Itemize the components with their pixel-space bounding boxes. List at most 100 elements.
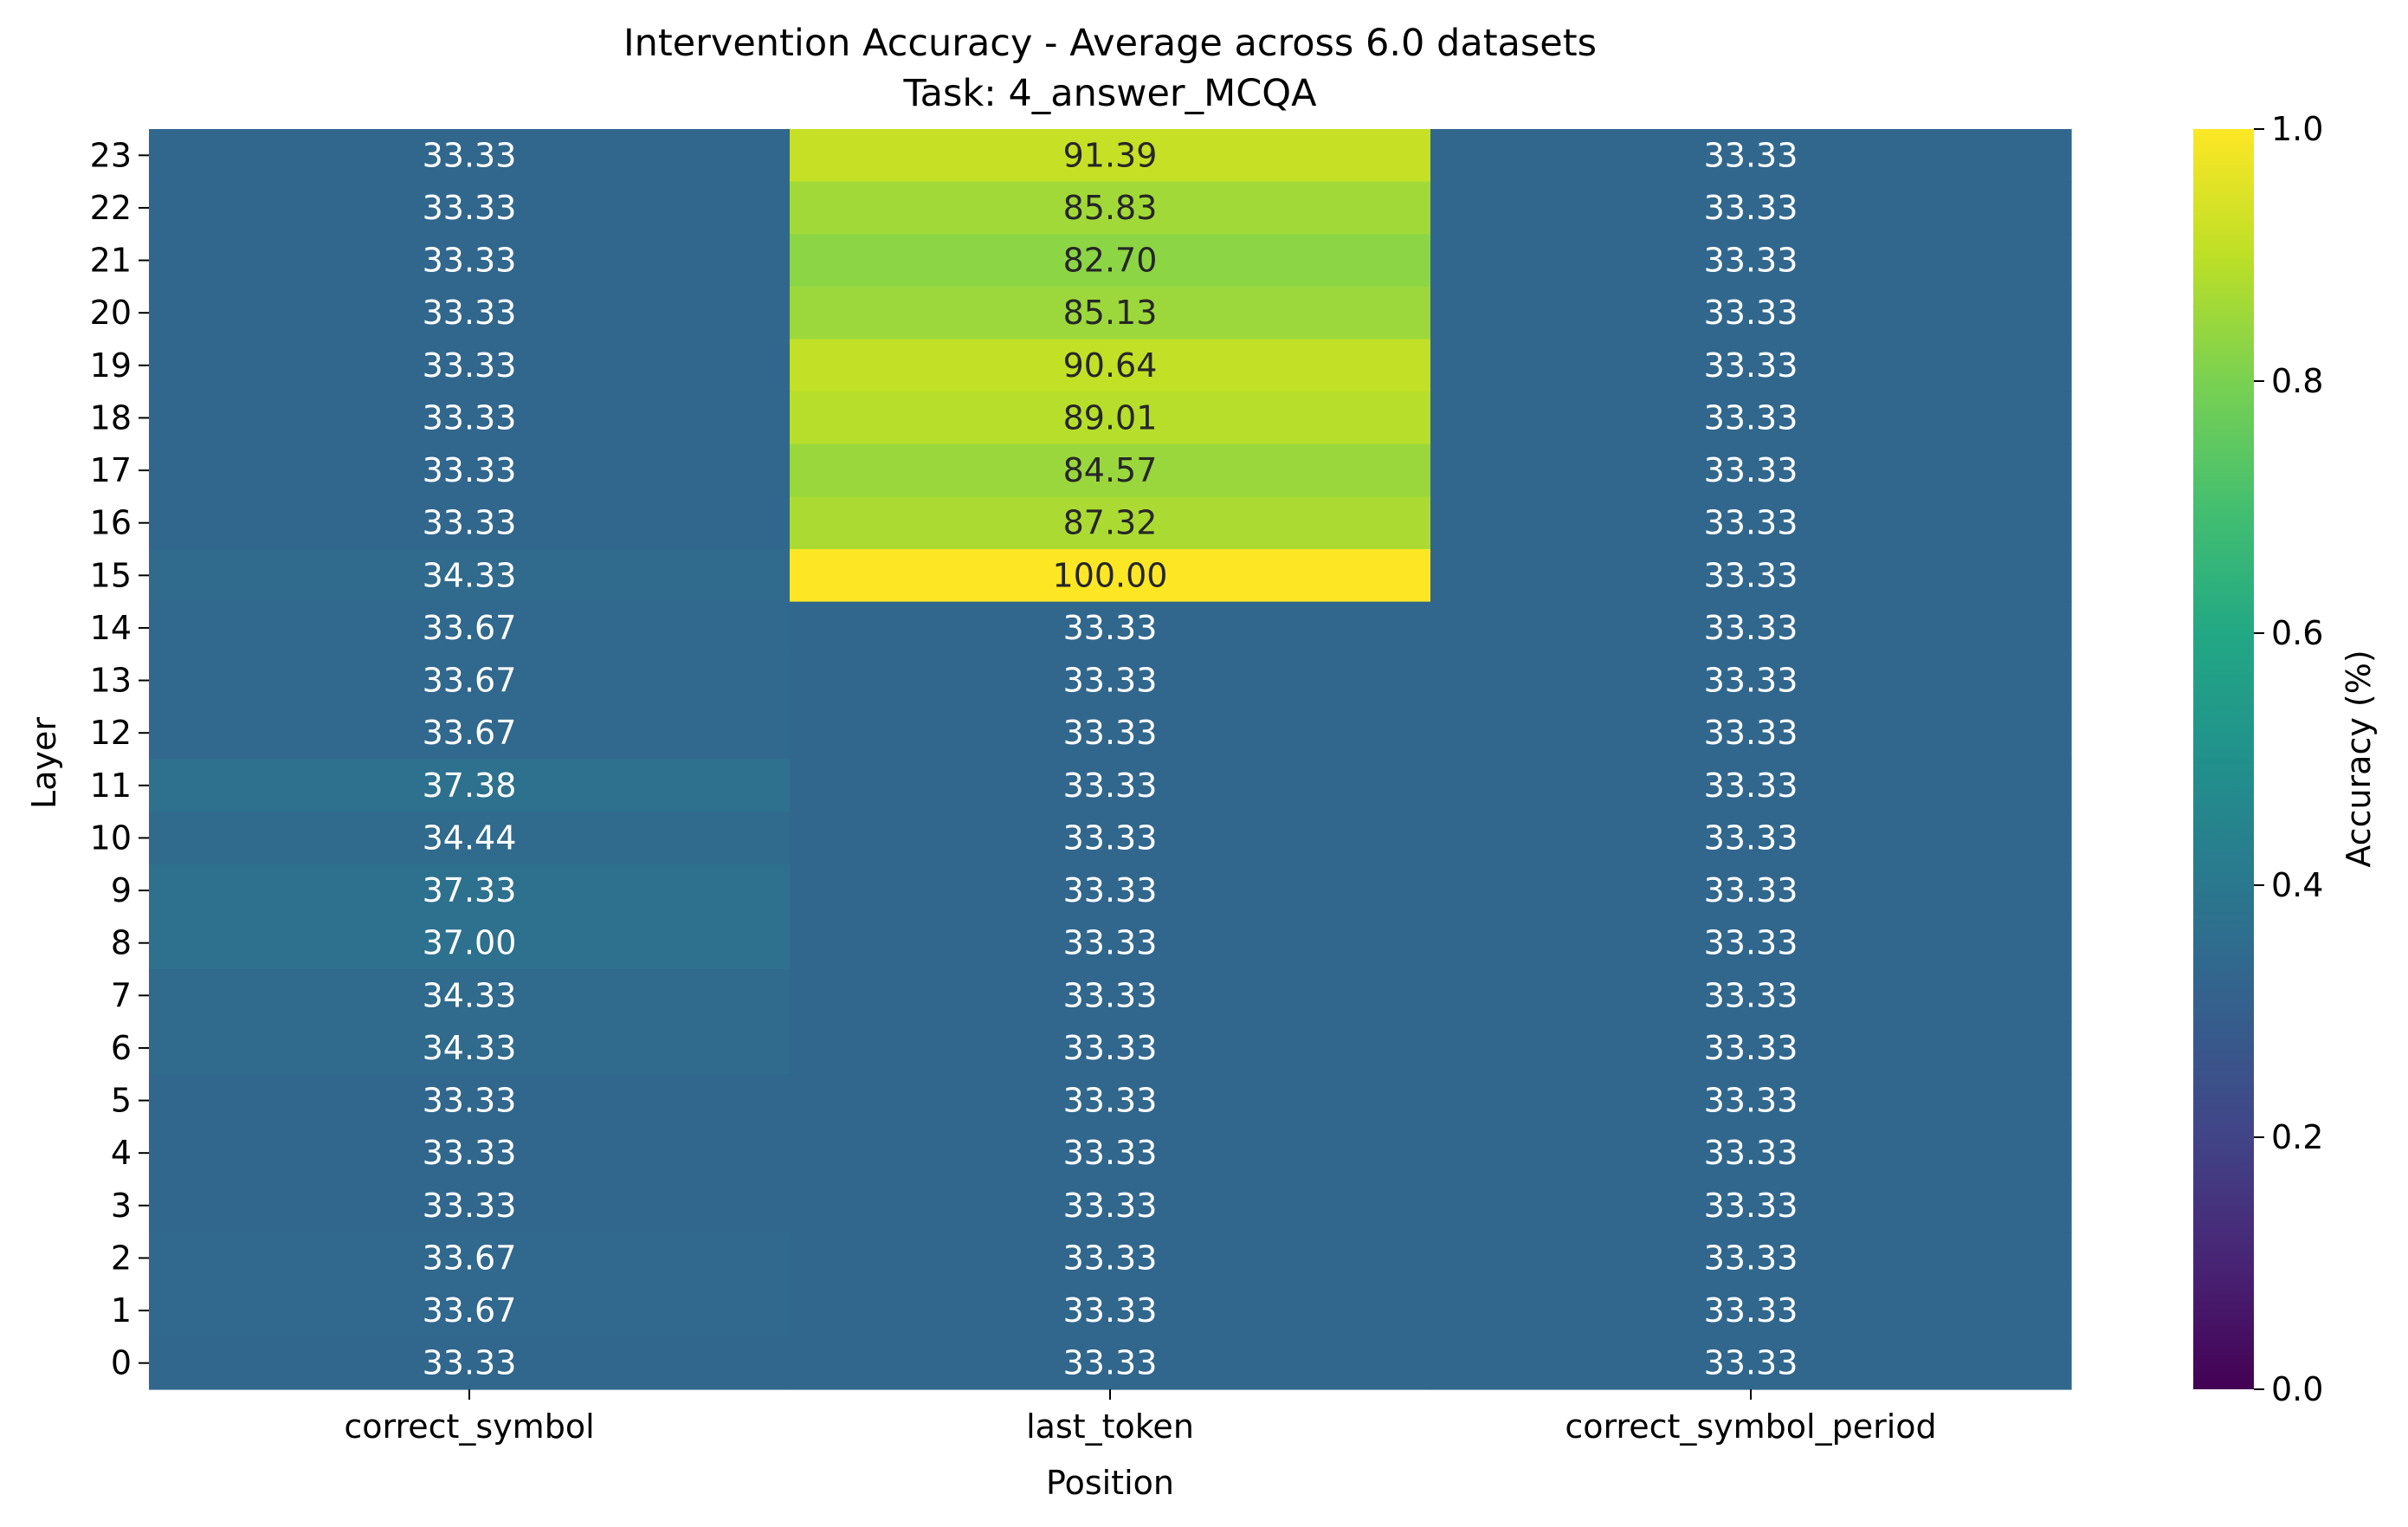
cell-value-label: 91.39 — [1063, 136, 1158, 174]
heatmap-cell-layer-12-last_token — [790, 706, 1431, 760]
heatmap-cell-layer-22-correct_symbol — [149, 181, 791, 235]
heatmap-cell-layer-4-last_token — [790, 1126, 1431, 1181]
cell-value-label: 85.13 — [1063, 294, 1158, 332]
x-tick-label: correct_symbol_period — [1565, 1407, 1936, 1446]
heatmap-cell-layer-6-correct_symbol — [149, 1021, 791, 1075]
cell-value-label: 33.33 — [1704, 662, 1798, 700]
colorbar — [2193, 129, 2254, 1389]
cell-value-label: 33.67 — [423, 609, 517, 647]
colorbar-tick-label: 0.2 — [2271, 1118, 2323, 1156]
y-tick-label: 20 — [90, 294, 132, 332]
cell-value-label: 33.33 — [1704, 294, 1798, 332]
heatmap-cell-layer-8-correct_symbol — [149, 916, 791, 970]
cell-value-label: 33.33 — [423, 136, 517, 174]
cell-value-label: 33.33 — [1063, 1239, 1158, 1277]
heatmap-cell-layer-7-correct_symbol_period — [1430, 969, 2072, 1023]
cell-value-label: 33.67 — [423, 662, 517, 700]
cell-value-label: 34.33 — [423, 976, 517, 1014]
heatmap-cell-layer-16-correct_symbol_period — [1430, 496, 2072, 550]
cell-value-label: 37.33 — [423, 871, 517, 909]
cell-value-label: 33.33 — [1063, 1187, 1158, 1225]
heatmap-cell-layer-22-correct_symbol_period — [1430, 181, 2072, 235]
y-tick-label: 5 — [111, 1082, 132, 1120]
cell-value-label: 33.33 — [1704, 924, 1798, 962]
heatmap-cell-layer-17-last_token — [790, 443, 1431, 497]
cell-value-label: 33.33 — [1704, 871, 1798, 909]
cell-value-label: 33.33 — [423, 189, 517, 227]
heatmap-cell-layer-20-correct_symbol_period — [1430, 286, 2072, 340]
cell-value-label: 100.00 — [1053, 556, 1168, 594]
cell-value-label: 37.38 — [423, 767, 517, 805]
cell-value-label: 34.44 — [423, 818, 517, 857]
heatmap-cell-layer-21-correct_symbol_period — [1430, 234, 2072, 288]
x-axis-label: Position — [1046, 1464, 1174, 1502]
heatmap-cell-layer-15-correct_symbol_period — [1430, 549, 2072, 603]
heatmap-cell-layer-1-last_token — [790, 1284, 1431, 1337]
cell-value-label: 33.33 — [1704, 242, 1798, 280]
colorbar-label: Accuracy (%) — [2340, 650, 2378, 867]
y-tick-label: 23 — [90, 136, 132, 174]
cell-value-label: 33.33 — [1704, 1134, 1798, 1172]
y-tick-label: 22 — [90, 189, 132, 227]
y-tick-label: 9 — [111, 871, 132, 909]
heatmap-cell-layer-3-correct_symbol_period — [1430, 1179, 2072, 1233]
y-tick-label: 3 — [111, 1187, 132, 1225]
y-tick-label: 1 — [111, 1291, 132, 1330]
cell-value-label: 33.33 — [1063, 714, 1158, 752]
heatmap-cell-layer-15-last_token — [790, 549, 1431, 603]
y-axis-label: Layer — [25, 717, 63, 809]
x-tick-label: correct_symbol — [344, 1407, 594, 1446]
colorbar-tick-label: 0.0 — [2271, 1370, 2323, 1408]
chart-subtitle: Task: 4_answer_MCQA — [902, 72, 1317, 115]
heatmap-cell-layer-2-last_token — [790, 1232, 1431, 1285]
cell-value-label: 33.33 — [1063, 767, 1158, 805]
heatmap-cell-layer-18-correct_symbol_period — [1430, 391, 2072, 445]
colorbar-tick-label: 0.6 — [2271, 614, 2323, 652]
heatmap-cells — [149, 129, 2072, 1390]
y-tick-label: 8 — [111, 924, 132, 962]
heatmap-cell-layer-4-correct_symbol_period — [1430, 1126, 2072, 1181]
heatmap-cell-layer-19-correct_symbol_period — [1430, 339, 2072, 392]
heatmap-cell-layer-9-correct_symbol_period — [1430, 864, 2072, 917]
cell-value-label: 33.33 — [1063, 1029, 1158, 1067]
cell-value-label: 33.33 — [423, 346, 517, 385]
heatmap-cell-layer-18-last_token — [790, 391, 1431, 445]
heatmap-cell-layer-23-correct_symbol_period — [1430, 129, 2072, 183]
heatmap-cell-layer-21-last_token — [790, 234, 1431, 288]
heatmap-cell-layer-2-correct_symbol — [149, 1232, 791, 1285]
y-tick-label: 10 — [90, 818, 132, 857]
y-tick-label: 15 — [90, 556, 132, 594]
cell-value-label: 85.83 — [1063, 189, 1158, 227]
cell-value-label: 33.33 — [1704, 1344, 1798, 1382]
cell-value-label: 33.33 — [1063, 976, 1158, 1014]
cell-value-label: 33.33 — [1063, 1134, 1158, 1172]
heatmap-cell-layer-6-last_token — [790, 1021, 1431, 1075]
heatmap-cell-layer-4-correct_symbol — [149, 1126, 791, 1181]
cell-value-label: 33.33 — [1704, 556, 1798, 594]
heatmap-cell-layer-16-last_token — [790, 496, 1431, 550]
heatmap-cell-layer-1-correct_symbol_period — [1430, 1284, 2072, 1337]
y-tick-label: 13 — [90, 662, 132, 700]
cell-value-label: 33.33 — [1704, 1029, 1798, 1067]
cell-value-label: 33.33 — [1704, 714, 1798, 752]
cell-value-label: 33.33 — [1704, 1187, 1798, 1225]
cell-value-label: 33.33 — [1704, 818, 1798, 857]
cell-value-label: 33.33 — [1704, 189, 1798, 227]
heatmap-cell-layer-2-correct_symbol_period — [1430, 1232, 2072, 1285]
cell-value-label: 84.57 — [1063, 451, 1158, 489]
colorbar-tick-label: 0.4 — [2271, 866, 2323, 904]
cell-value-label: 34.33 — [423, 1029, 517, 1067]
cell-value-label: 87.32 — [1063, 504, 1158, 542]
cell-value-label: 33.33 — [1704, 398, 1798, 437]
colorbar-ticks: 0.0 0.2 0.4 0.6 0.8 1.0 — [2254, 110, 2323, 1408]
x-tick-label: last_token — [1026, 1407, 1194, 1446]
cell-value-label: 90.64 — [1063, 346, 1158, 385]
y-tick-label: 19 — [90, 346, 132, 385]
cell-value-label: 33.33 — [1704, 1239, 1798, 1277]
cell-value-label: 33.33 — [423, 1082, 517, 1120]
heatmap-cell-layer-16-correct_symbol — [149, 496, 791, 550]
cell-value-label: 82.70 — [1063, 242, 1158, 280]
